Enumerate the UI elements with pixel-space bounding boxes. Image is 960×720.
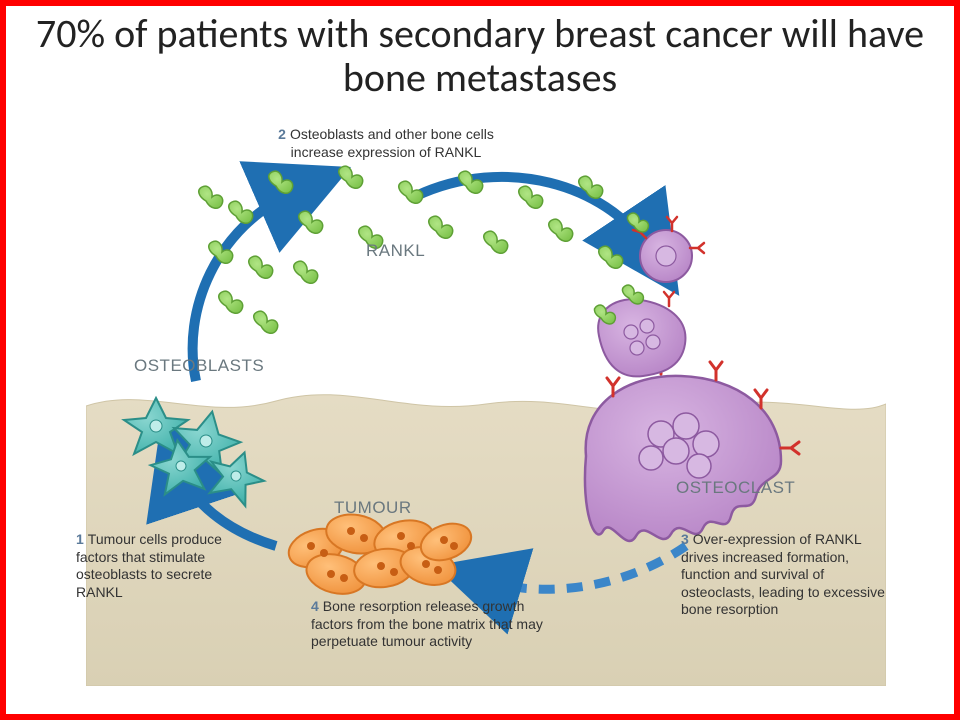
label-osteoblasts: OSTEOBLASTS	[134, 356, 264, 376]
step-4-text: Bone resorption releases growth factors …	[311, 598, 543, 649]
step-3: 3Over-expression of RANKL drives increas…	[681, 531, 891, 619]
step-2-num: 2	[278, 126, 286, 142]
step-4: 4Bone resorption releases growth factors…	[311, 598, 561, 651]
step-2-text: Osteoblasts and other bone cells increas…	[290, 126, 494, 160]
step-3-text: Over-expression of RANKL drives increase…	[681, 531, 885, 617]
slide-frame: 70% of patients with secondary breast ca…	[0, 0, 960, 720]
step-1-text: Tumour cells produce factors that stimul…	[76, 531, 222, 600]
label-tumour: TUMOUR	[334, 498, 412, 518]
osteoclast-precursor	[627, 213, 704, 282]
preosteoclast-cell	[594, 285, 685, 376]
label-osteoclast: OSTEOCLAST	[676, 478, 795, 498]
diagram-container: RANKL OSTEOBLASTS TUMOUR OSTEOCLAST 1Tum…	[86, 126, 886, 686]
step-4-num: 4	[311, 598, 319, 614]
step-3-num: 3	[681, 531, 689, 547]
label-rankl: RANKL	[366, 241, 425, 261]
page-title: 70% of patients with secondary breast ca…	[6, 12, 954, 100]
step-1: 1Tumour cells produce factors that stimu…	[76, 531, 261, 601]
step-1-num: 1	[76, 531, 84, 547]
step-2: 2Osteoblasts and other bone cells increa…	[256, 126, 516, 161]
